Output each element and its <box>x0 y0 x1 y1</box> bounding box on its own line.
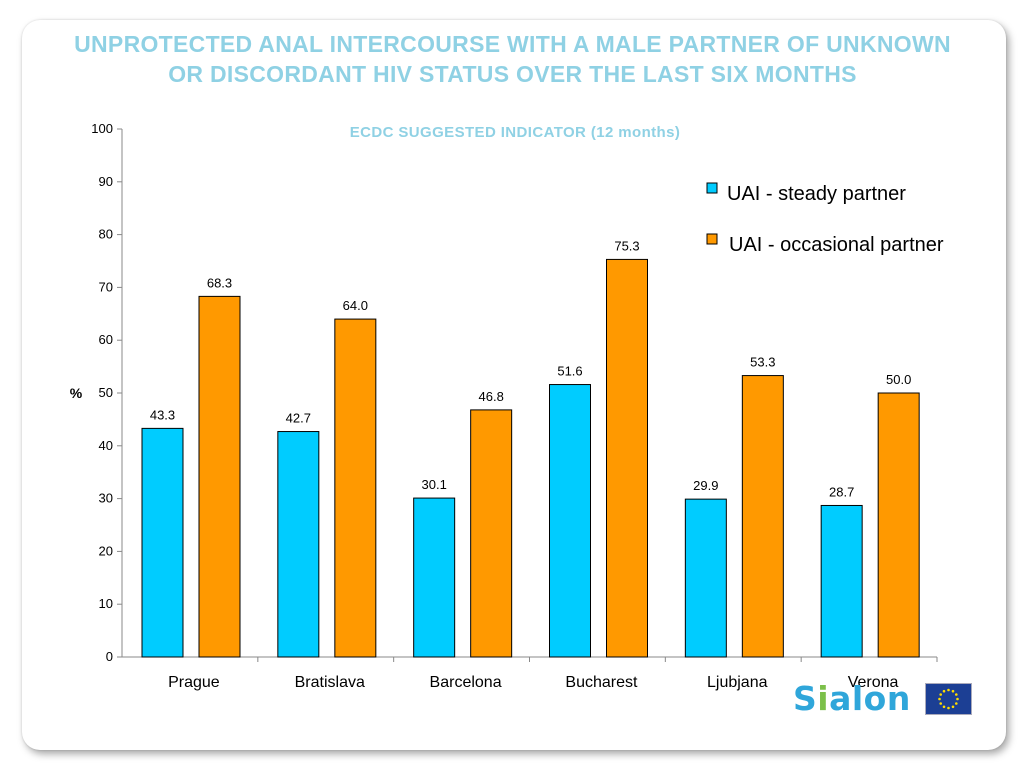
data-label: 50.0 <box>886 372 911 387</box>
y-tick-label: 30 <box>99 491 113 506</box>
eu-star <box>956 697 959 701</box>
x-tick-label: Bratislava <box>295 674 365 691</box>
data-label: 64.0 <box>343 298 368 313</box>
bar-occasional <box>334 318 377 658</box>
data-label: 68.3 <box>207 275 232 290</box>
bar-steady <box>820 504 863 658</box>
chart-title: UNPROTECTED ANAL INTERCOURSE WITH A MALE… <box>74 31 951 87</box>
eu-star <box>942 705 946 709</box>
eu-star <box>951 705 955 709</box>
bar-occasional <box>606 258 648 658</box>
chart-subtitle: ECDC SUGGESTED INDICATOR (12 months) <box>349 124 681 141</box>
y-tick-label: 10 <box>99 596 113 611</box>
sialon-logo: Sialon <box>793 679 913 719</box>
y-axis-label: % <box>70 385 83 401</box>
bar-occasional <box>198 295 241 658</box>
eu-star <box>954 702 958 705</box>
eu-star <box>942 689 946 693</box>
bar-occasional <box>741 375 784 658</box>
eu-star <box>939 702 943 705</box>
eu-star <box>939 693 943 696</box>
y-tick-label: 100 <box>91 121 113 136</box>
y-tick-label: 0 <box>106 649 113 664</box>
sialon-logo-text: Sialon <box>793 679 911 718</box>
eu-star <box>947 706 950 710</box>
bar-occasional <box>877 392 920 658</box>
y-tick-label: 50 <box>99 385 113 400</box>
data-label: 51.6 <box>557 364 582 379</box>
bar-steady <box>141 427 184 658</box>
data-label: 46.8 <box>479 389 504 404</box>
sialon-logo-i: i <box>817 679 830 718</box>
x-tick-label: Verona <box>848 674 899 691</box>
bar-occasional <box>470 409 513 658</box>
legend-label-occasional: UAI - occasional partner <box>729 234 944 256</box>
eu-star <box>954 693 958 696</box>
eu-star <box>947 688 950 692</box>
x-tick-label: Ljubjana <box>707 674 768 691</box>
bar-steady <box>549 384 591 658</box>
bar-steady <box>684 498 727 658</box>
y-tick-label: 80 <box>99 227 113 242</box>
eu-stars <box>938 688 959 710</box>
x-tick-label: Bucharest <box>565 674 638 691</box>
bar-steady <box>277 431 320 658</box>
y-tick-label: 40 <box>99 438 113 453</box>
y-tick-label: 90 <box>99 174 113 189</box>
y-tick-label: 70 <box>99 279 113 294</box>
y-tick-label: 20 <box>99 543 113 558</box>
eu-flag-icon <box>925 683 972 715</box>
data-label: 29.9 <box>693 478 718 493</box>
eu-star <box>938 697 941 701</box>
data-label: 43.3 <box>150 407 175 422</box>
data-label: 28.7 <box>829 484 854 499</box>
y-tick-label: 60 <box>99 332 113 347</box>
legend-label-steady: UAI - steady partner <box>727 183 906 205</box>
data-label: 75.3 <box>614 238 639 253</box>
x-tick-label: Barcelona <box>430 674 502 691</box>
data-label: 42.7 <box>286 411 311 426</box>
eu-star <box>951 689 955 693</box>
legend-swatch-steady <box>706 182 718 194</box>
data-label: 53.3 <box>750 355 775 370</box>
bar-steady <box>413 497 456 658</box>
data-label: 30.1 <box>422 477 447 492</box>
legend-swatch-occasional <box>706 233 718 245</box>
x-tick-label: Prague <box>168 674 220 691</box>
